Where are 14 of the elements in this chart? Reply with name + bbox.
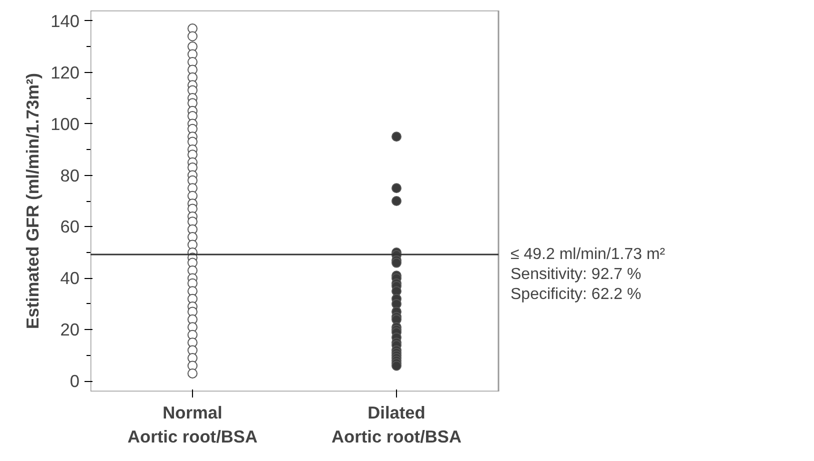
y-tick-label: 0 <box>70 371 80 392</box>
y-tick-label: 80 <box>60 165 80 186</box>
y-tick-label: 120 <box>50 62 80 82</box>
x-tick-label: Dilated Aortic root/BSA <box>332 402 462 446</box>
y-tick-label: 100 <box>50 114 80 134</box>
y-tick-label: 60 <box>60 216 80 237</box>
y-axis-title: Estimated GFR (ml/min/1.73m²) <box>22 72 43 330</box>
ref-line-label: ≤ 49.2 ml/min/1.73 m² <box>510 246 666 264</box>
y-tick-label: 20 <box>60 320 80 340</box>
y-tick-label: 40 <box>60 268 80 288</box>
x-tick-label: Normal Aortic root/BSA <box>128 402 258 446</box>
y-tick-label: 140 <box>50 10 80 31</box>
text: Sensitivity: 92.7 % <box>510 266 642 284</box>
text: Specificity: 62.2 % <box>510 286 642 304</box>
